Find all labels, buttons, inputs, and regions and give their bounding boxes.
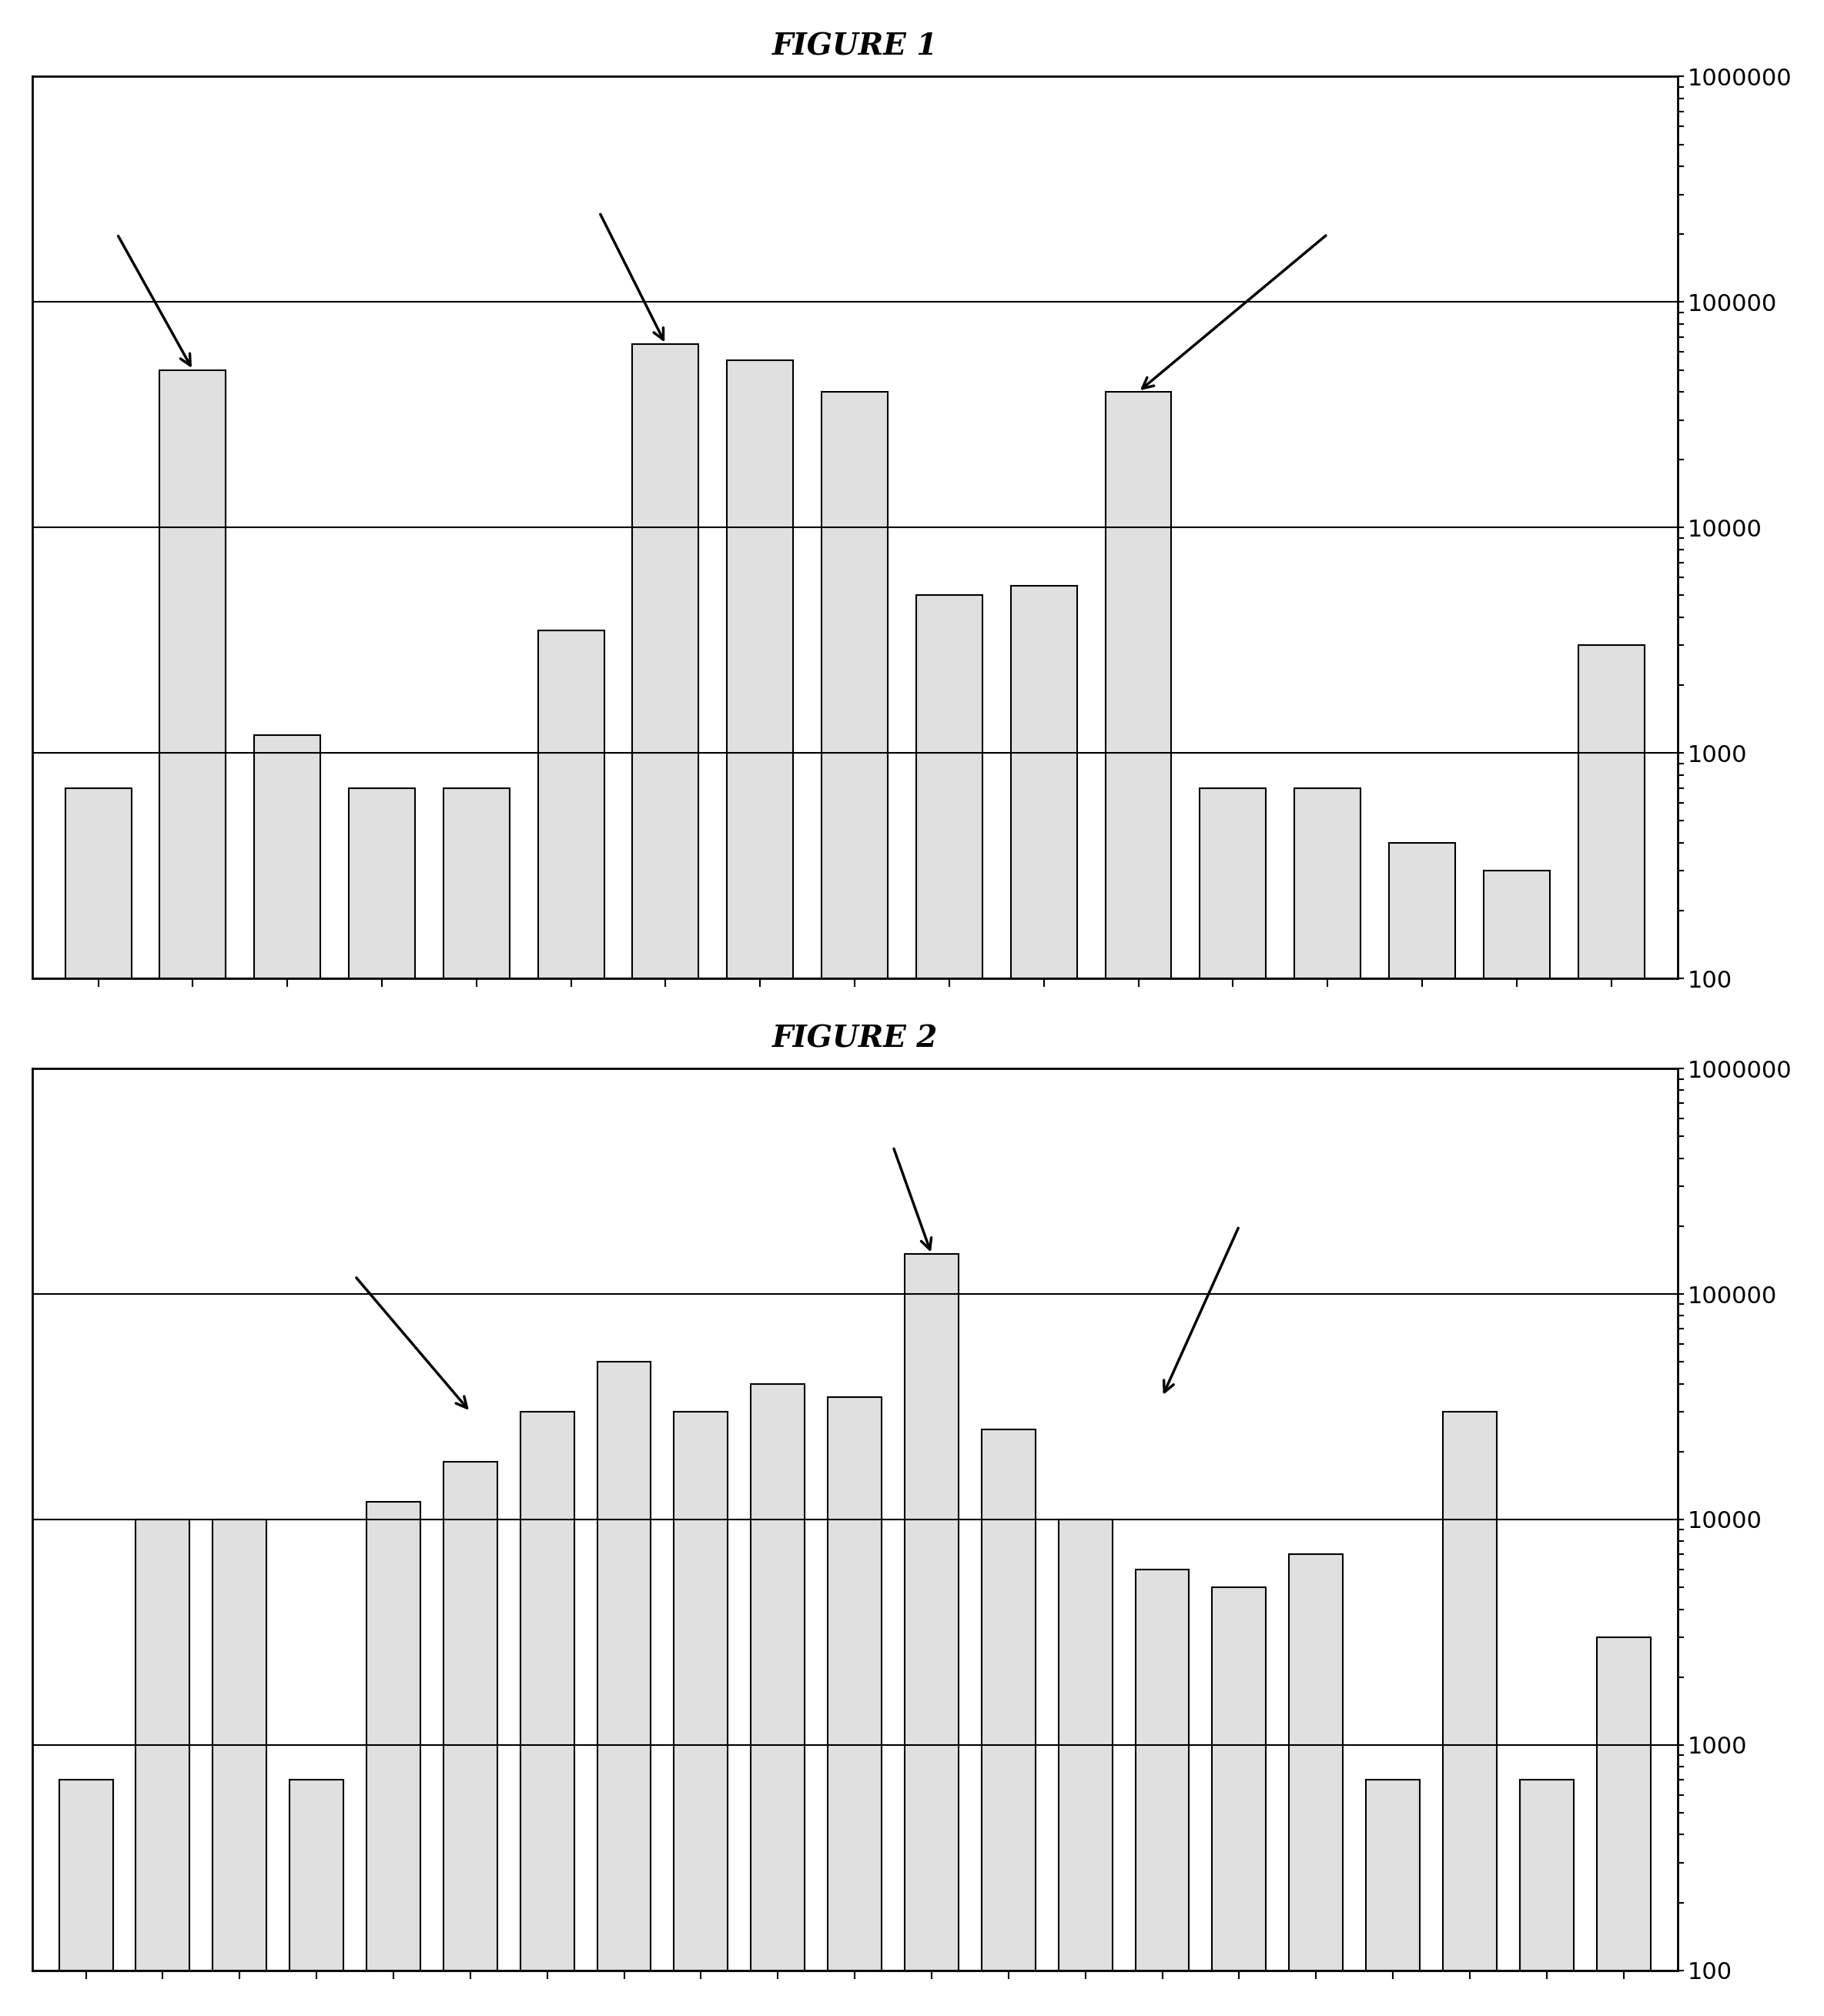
- Bar: [1388, 843, 1456, 2016]
- Bar: [821, 391, 888, 2016]
- Bar: [213, 1520, 266, 2016]
- Bar: [66, 788, 131, 2016]
- Bar: [367, 1502, 420, 2016]
- Bar: [290, 1780, 343, 2016]
- Bar: [58, 1780, 113, 2016]
- Bar: [1058, 1520, 1113, 2016]
- Bar: [1519, 1780, 1574, 2016]
- Bar: [1213, 1587, 1266, 2016]
- Bar: [1483, 871, 1550, 2016]
- Bar: [443, 1462, 498, 2016]
- Bar: [1135, 1570, 1189, 2016]
- Bar: [1578, 645, 1643, 2016]
- Bar: [1443, 1411, 1498, 2016]
- Bar: [161, 369, 226, 2016]
- Bar: [1295, 788, 1361, 2016]
- Bar: [348, 788, 416, 2016]
- Bar: [1290, 1554, 1342, 2016]
- Bar: [596, 1363, 651, 2016]
- Bar: [443, 788, 509, 2016]
- Bar: [135, 1520, 190, 2016]
- Bar: [751, 1383, 804, 2016]
- Bar: [1200, 788, 1266, 2016]
- Title: FIGURE 1: FIGURE 1: [772, 32, 938, 60]
- Title: FIGURE 2: FIGURE 2: [772, 1024, 938, 1052]
- Bar: [1105, 391, 1171, 2016]
- Bar: [728, 361, 793, 2016]
- Bar: [520, 1411, 575, 2016]
- Bar: [1366, 1780, 1419, 2016]
- Bar: [1596, 1637, 1651, 2016]
- Bar: [1010, 587, 1076, 2016]
- Bar: [916, 595, 983, 2016]
- Bar: [828, 1397, 881, 2016]
- Bar: [633, 345, 699, 2016]
- Bar: [254, 736, 321, 2016]
- Bar: [981, 1429, 1036, 2016]
- Bar: [675, 1411, 728, 2016]
- Bar: [905, 1254, 958, 2016]
- Bar: [538, 631, 604, 2016]
